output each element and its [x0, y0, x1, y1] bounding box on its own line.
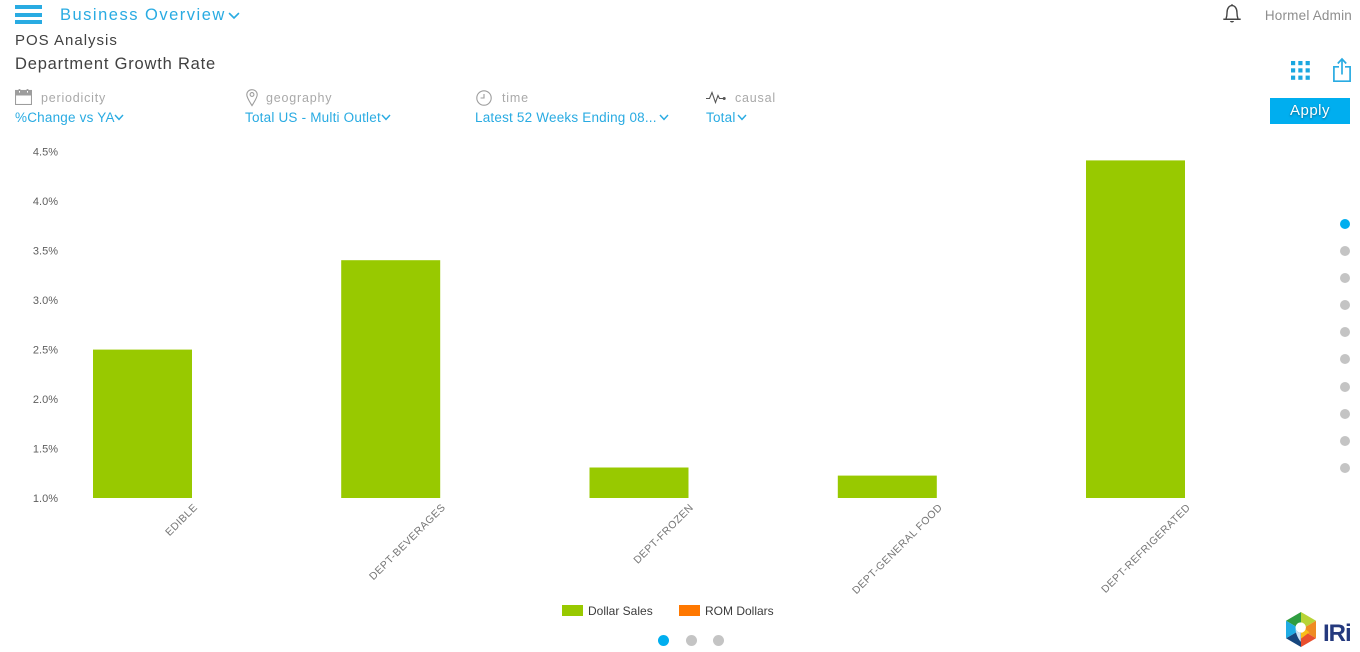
svg-text:DEPT-BEVERAGES: DEPT-BEVERAGES — [367, 502, 448, 583]
svg-text:DEPT-REFRIGERATED: DEPT-REFRIGERATED — [1099, 502, 1193, 596]
svg-text:4.5%: 4.5% — [33, 147, 58, 159]
svg-text:1.5%: 1.5% — [33, 443, 58, 455]
svg-text:1.0%: 1.0% — [33, 493, 58, 505]
svg-text:4.0%: 4.0% — [33, 196, 58, 208]
svg-text:2.0%: 2.0% — [33, 394, 58, 406]
svg-text:2.5%: 2.5% — [33, 345, 58, 357]
svg-text:3.5%: 3.5% — [33, 246, 58, 258]
svg-text:DEPT-FROZEN: DEPT-FROZEN — [631, 502, 696, 567]
svg-text:DEPT-GENERAL FOOD: DEPT-GENERAL FOOD — [850, 502, 945, 597]
svg-text:3.0%: 3.0% — [33, 295, 58, 307]
svg-text:EDIBLE: EDIBLE — [163, 502, 200, 539]
svg-text:IRi: IRi — [1323, 620, 1351, 647]
